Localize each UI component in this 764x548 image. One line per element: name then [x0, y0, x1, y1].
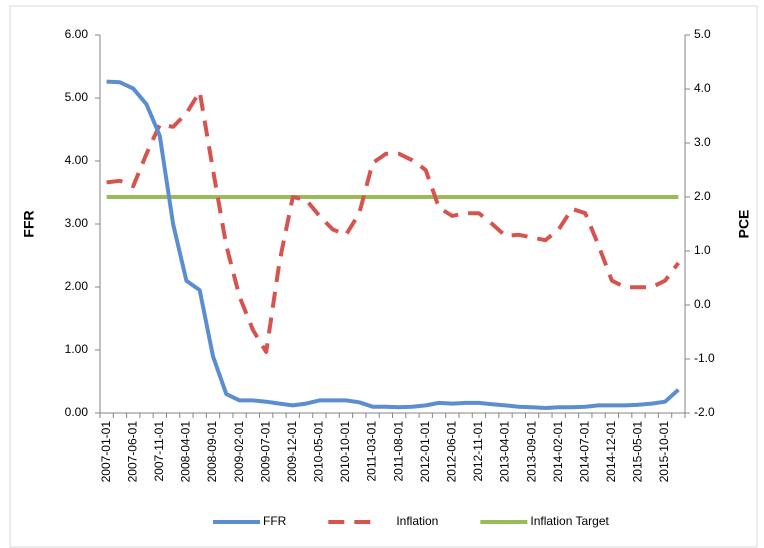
legend-label: FFR — [263, 514, 287, 528]
series-line — [106, 79, 680, 410]
x-tick-label: 2015-10-01 — [657, 421, 671, 483]
x-tick-label: 2007-01-01 — [99, 421, 113, 483]
x-tick-label: 2010-05-01 — [312, 421, 326, 483]
y-tick-label: 3.00 — [65, 216, 89, 230]
x-tick-label: 2007-11-01 — [152, 421, 166, 482]
x-tick-label: 2012-01-01 — [418, 421, 432, 483]
series-line — [106, 89, 681, 354]
y-tick-label: 1.00 — [65, 342, 89, 356]
y-tick-label: 4.00 — [65, 153, 89, 167]
y2-tick-label: 3.0 — [694, 135, 711, 149]
x-tick-label: 2014-12-01 — [604, 421, 618, 483]
x-tick-label: 2011-03-01 — [365, 421, 379, 482]
y2-tick-label: -2.0 — [694, 405, 715, 419]
x-tick-label: 2009-07-01 — [258, 421, 272, 483]
x-tick-label: 2009-02-01 — [232, 421, 246, 483]
y-tick-label: 0.00 — [65, 405, 89, 419]
x-tick-label: 2014-07-01 — [577, 421, 591, 483]
x-tick-label: 2011-08-01 — [391, 421, 405, 482]
legend-label: Inflation Target — [530, 514, 609, 528]
y2-tick-label: 2.0 — [694, 189, 711, 203]
chart-border — [9, 5, 758, 548]
y-tick-label: 2.00 — [65, 279, 89, 293]
x-tick-label: 2010-10-01 — [338, 421, 352, 483]
x-tick-label: 2013-09-01 — [524, 421, 538, 483]
x-tick-label: 2008-04-01 — [179, 421, 193, 483]
x-tick-label: 2012-11-01 — [471, 421, 485, 482]
x-tick-label: 2013-04-01 — [498, 421, 512, 483]
y-tick-label: 5.00 — [65, 90, 89, 104]
x-tick-label: 2015-05-01 — [631, 421, 645, 483]
y-tick-label: 6.00 — [65, 27, 89, 41]
y2-tick-label: -1.0 — [694, 351, 715, 365]
y2-tick-label: 4.0 — [694, 81, 711, 95]
y2-tick-label: 1.0 — [694, 243, 711, 257]
x-tick-label: 2007-06-01 — [125, 421, 139, 483]
y2-axis-label: PCE — [736, 210, 752, 239]
y2-tick-label: 5.0 — [694, 27, 711, 41]
y2-tick-label: 0.0 — [694, 297, 711, 311]
x-tick-label: 2009-12-01 — [285, 421, 299, 483]
y-axis-label: FFR — [21, 210, 37, 237]
legend-label: Inflation — [396, 514, 438, 528]
x-tick-label: 2014-02-01 — [551, 421, 565, 483]
x-tick-label: 2012-06-01 — [445, 421, 459, 483]
x-tick-label: 2008-09-01 — [205, 421, 219, 483]
